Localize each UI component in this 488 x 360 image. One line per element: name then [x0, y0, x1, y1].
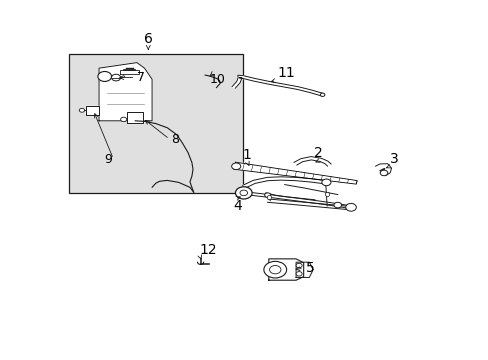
Polygon shape — [268, 259, 303, 280]
Circle shape — [121, 117, 126, 122]
Circle shape — [264, 261, 286, 278]
Text: 2: 2 — [314, 146, 323, 159]
Circle shape — [333, 202, 341, 208]
Polygon shape — [293, 157, 330, 166]
Circle shape — [296, 263, 302, 268]
Circle shape — [321, 179, 330, 186]
Text: 5: 5 — [305, 261, 314, 275]
Circle shape — [79, 108, 84, 112]
Circle shape — [240, 190, 247, 195]
Circle shape — [231, 163, 240, 170]
Circle shape — [296, 271, 302, 276]
Circle shape — [345, 203, 356, 211]
Polygon shape — [120, 69, 139, 74]
Text: 8: 8 — [170, 133, 178, 146]
Bar — [68, 54, 243, 193]
Text: 7: 7 — [137, 71, 144, 84]
Circle shape — [98, 72, 111, 81]
Polygon shape — [242, 177, 326, 188]
Text: 12: 12 — [199, 243, 217, 257]
Polygon shape — [267, 199, 352, 210]
Text: 6: 6 — [143, 32, 152, 46]
Polygon shape — [296, 262, 312, 278]
Polygon shape — [375, 164, 391, 176]
Circle shape — [264, 193, 270, 197]
Circle shape — [235, 187, 252, 199]
Polygon shape — [233, 162, 356, 184]
Polygon shape — [127, 112, 142, 123]
Polygon shape — [231, 75, 323, 96]
Circle shape — [111, 74, 121, 81]
Polygon shape — [243, 192, 351, 209]
Circle shape — [320, 93, 324, 96]
Polygon shape — [85, 105, 99, 115]
Text: 3: 3 — [389, 152, 398, 166]
Circle shape — [269, 266, 280, 274]
Text: 11: 11 — [277, 66, 294, 80]
Text: 9: 9 — [104, 153, 112, 166]
Circle shape — [380, 170, 387, 176]
Polygon shape — [99, 63, 152, 121]
Text: 1: 1 — [242, 148, 251, 162]
Text: 10: 10 — [209, 73, 225, 86]
Text: 4: 4 — [233, 199, 242, 213]
